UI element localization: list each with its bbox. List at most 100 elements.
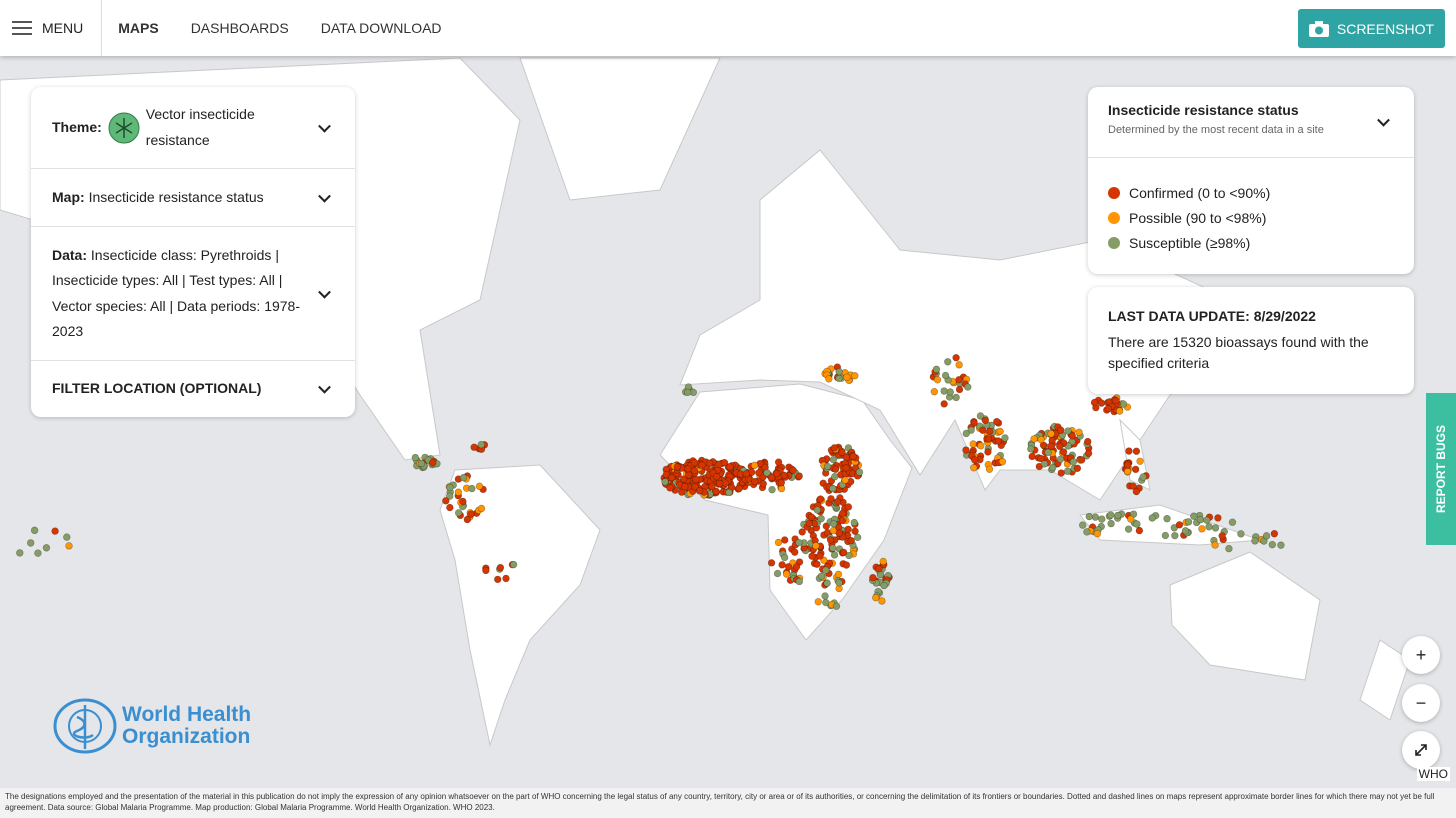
site-marker[interactable] [680, 475, 688, 483]
site-marker[interactable] [683, 388, 692, 397]
site-marker[interactable] [684, 465, 692, 473]
site-marker[interactable] [1129, 482, 1137, 490]
site-marker[interactable] [962, 429, 970, 438]
site-marker[interactable] [955, 361, 963, 369]
site-marker[interactable] [767, 559, 776, 567]
site-marker[interactable] [1077, 456, 1086, 464]
site-marker[interactable] [482, 566, 490, 575]
site-marker[interactable] [834, 570, 843, 579]
site-marker[interactable] [1114, 511, 1122, 520]
site-marker[interactable] [767, 473, 776, 482]
site-marker[interactable] [955, 385, 964, 394]
site-marker[interactable] [944, 358, 952, 366]
site-marker[interactable] [1203, 516, 1211, 524]
site-marker[interactable] [673, 463, 681, 471]
site-marker[interactable] [467, 510, 475, 518]
site-marker[interactable] [442, 497, 450, 505]
site-marker[interactable] [692, 475, 700, 484]
site-marker[interactable] [1104, 404, 1112, 413]
site-marker[interactable] [984, 435, 993, 443]
site-marker[interactable] [774, 538, 783, 547]
site-marker[interactable] [844, 503, 853, 511]
site-marker[interactable] [1085, 512, 1093, 521]
site-marker[interactable] [1047, 442, 1055, 450]
site-marker[interactable] [985, 427, 994, 436]
site-marker[interactable] [941, 371, 950, 380]
site-marker[interactable] [835, 579, 843, 587]
site-marker[interactable] [1190, 512, 1198, 520]
site-marker[interactable] [845, 551, 853, 560]
site-marker[interactable] [1028, 452, 1036, 461]
site-marker[interactable] [813, 560, 821, 568]
site-marker[interactable] [849, 452, 857, 461]
site-marker[interactable] [1123, 467, 1132, 476]
site-marker[interactable] [446, 492, 454, 500]
site-marker[interactable] [773, 469, 781, 478]
site-marker[interactable] [940, 400, 948, 408]
site-marker[interactable] [509, 560, 518, 569]
site-marker[interactable] [768, 485, 776, 494]
site-marker[interactable] [494, 575, 502, 584]
site-marker[interactable] [823, 579, 831, 587]
site-marker[interactable] [1170, 524, 1178, 532]
screenshot-button[interactable]: SCREENSHOT [1298, 9, 1445, 48]
data-selector[interactable]: Data: Insecticide class: Pyrethroids | I… [31, 227, 355, 361]
site-marker[interactable] [1133, 520, 1141, 528]
site-marker[interactable] [684, 471, 693, 479]
site-marker[interactable] [842, 464, 850, 472]
site-marker[interactable] [831, 465, 840, 473]
zoom-in[interactable]: + [1402, 636, 1440, 674]
site-marker[interactable] [1205, 523, 1213, 531]
site-marker[interactable] [1063, 467, 1072, 475]
site-marker[interactable] [759, 480, 767, 488]
site-marker[interactable] [30, 526, 39, 535]
site-marker[interactable] [1107, 519, 1115, 528]
site-marker[interactable] [795, 538, 803, 547]
site-marker[interactable] [1090, 398, 1099, 407]
site-marker[interactable] [459, 473, 468, 482]
site-marker[interactable] [661, 478, 669, 486]
site-marker[interactable] [833, 498, 842, 506]
site-marker[interactable] [825, 375, 833, 383]
site-marker[interactable] [1198, 525, 1206, 533]
site-marker[interactable] [1211, 541, 1219, 549]
site-marker[interactable] [16, 549, 24, 557]
site-marker[interactable] [681, 482, 689, 491]
site-marker[interactable] [666, 484, 674, 492]
site-marker[interactable] [795, 577, 804, 586]
site-marker[interactable] [1047, 430, 1055, 438]
site-marker[interactable] [831, 473, 839, 481]
site-marker[interactable] [976, 412, 985, 420]
site-marker[interactable] [1093, 529, 1102, 538]
site-marker[interactable] [842, 561, 851, 569]
site-marker[interactable] [791, 548, 799, 556]
site-marker[interactable] [933, 376, 942, 384]
site-marker[interactable] [967, 426, 975, 434]
site-marker[interactable] [1112, 396, 1120, 405]
site-marker[interactable] [1073, 464, 1082, 473]
site-marker[interactable] [1196, 515, 1205, 524]
site-marker[interactable] [781, 536, 789, 544]
site-marker[interactable] [816, 552, 824, 560]
site-marker[interactable] [720, 458, 729, 467]
site-marker[interactable] [721, 479, 730, 487]
site-marker[interactable] [830, 551, 839, 559]
site-marker[interactable] [708, 482, 716, 491]
site-marker[interactable] [1136, 457, 1144, 465]
site-marker[interactable] [808, 552, 816, 560]
legend-header[interactable]: Insecticide resistance status Determined… [1088, 87, 1414, 158]
site-marker[interactable] [822, 566, 830, 574]
site-marker[interactable] [832, 602, 841, 610]
site-marker[interactable] [784, 563, 793, 571]
site-marker[interactable] [459, 497, 467, 506]
site-marker[interactable] [829, 520, 838, 528]
site-marker[interactable] [1078, 521, 1087, 529]
site-marker[interactable] [1139, 473, 1147, 481]
site-marker[interactable] [1057, 469, 1065, 477]
site-marker[interactable] [1237, 530, 1245, 538]
site-marker[interactable] [1030, 435, 1038, 443]
site-marker[interactable] [34, 549, 42, 557]
site-marker[interactable] [829, 544, 837, 552]
site-marker[interactable] [1268, 540, 1277, 549]
site-marker[interactable] [668, 473, 676, 482]
